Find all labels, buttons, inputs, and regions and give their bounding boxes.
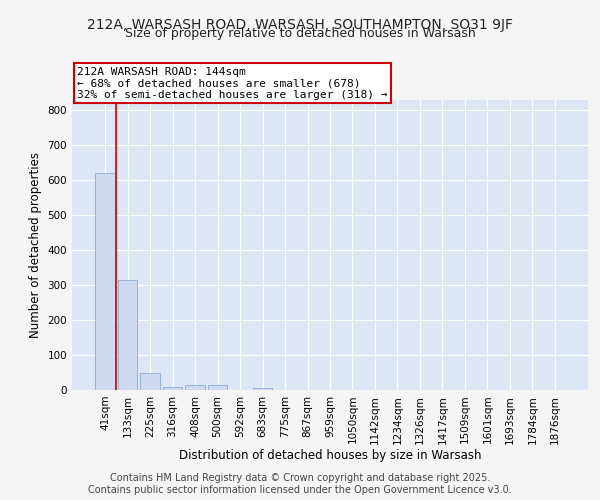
Bar — [185, 386, 205, 390]
Text: 212A, WARSASH ROAD, WARSASH, SOUTHAMPTON, SO31 9JF: 212A, WARSASH ROAD, WARSASH, SOUTHAMPTON… — [87, 18, 513, 32]
Bar — [95, 174, 115, 390]
Bar — [118, 280, 137, 390]
Y-axis label: Number of detached properties: Number of detached properties — [29, 152, 42, 338]
Bar — [163, 386, 182, 390]
Bar — [208, 386, 227, 390]
Bar — [253, 388, 272, 390]
Text: Size of property relative to detached houses in Warsash: Size of property relative to detached ho… — [125, 28, 475, 40]
X-axis label: Distribution of detached houses by size in Warsash: Distribution of detached houses by size … — [179, 449, 481, 462]
Text: 212A WARSASH ROAD: 144sqm
← 68% of detached houses are smaller (678)
32% of semi: 212A WARSASH ROAD: 144sqm ← 68% of detac… — [77, 67, 388, 100]
Text: Contains HM Land Registry data © Crown copyright and database right 2025.
Contai: Contains HM Land Registry data © Crown c… — [88, 474, 512, 495]
Bar — [140, 372, 160, 390]
